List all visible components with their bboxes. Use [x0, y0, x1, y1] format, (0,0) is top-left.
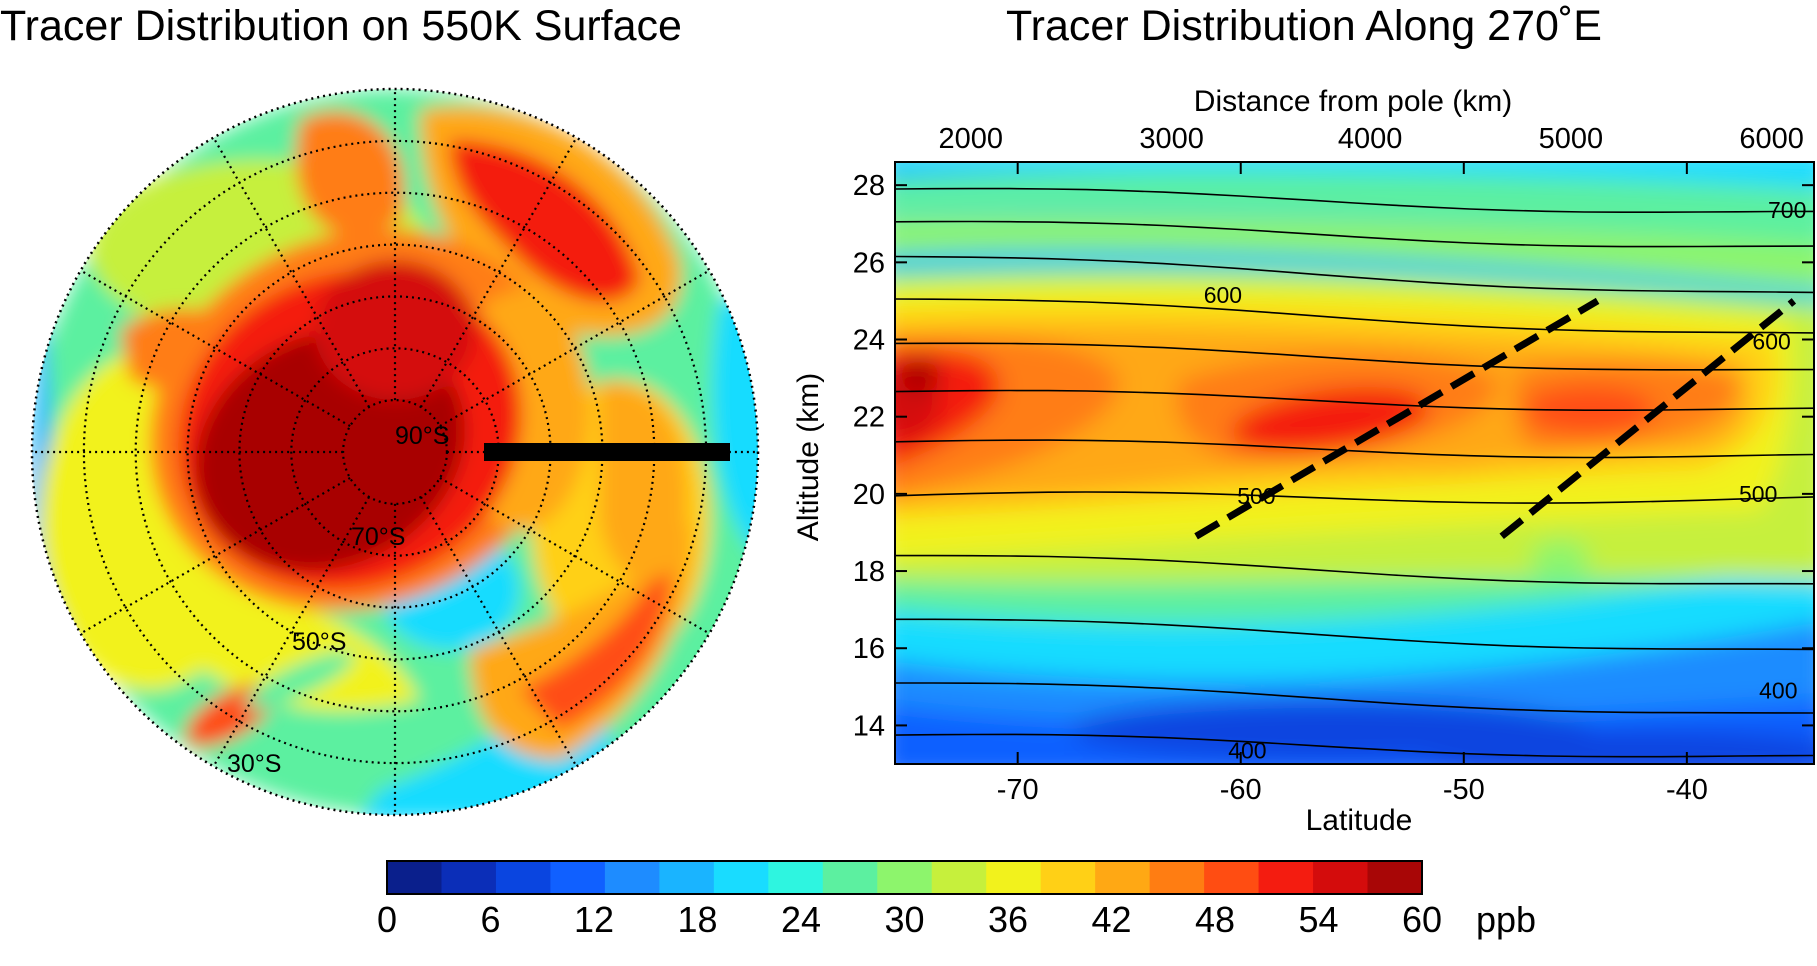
x-tick-label: -40 — [1666, 774, 1708, 806]
x-tick-label: -60 — [1220, 774, 1262, 806]
y-tick-label: 18 — [853, 556, 885, 588]
top-x-axis-label: Distance from pole (km) — [1194, 85, 1512, 118]
contour-line — [895, 491, 1814, 504]
top-x-tick-label: 5000 — [1539, 123, 1604, 155]
contour-line — [895, 342, 1814, 371]
meridian-line — [419, 496, 578, 767]
meridian-line — [439, 476, 710, 635]
dashed-guide-line — [1499, 298, 1797, 540]
meridian-line — [212, 137, 371, 408]
colorbar-cell — [604, 861, 660, 894]
y-tick-label: 22 — [853, 402, 885, 434]
colorbar-cell — [713, 861, 769, 894]
colorbar-cell — [1040, 861, 1096, 894]
colorbar-cell — [1313, 861, 1369, 894]
y-tick-label: 24 — [853, 325, 885, 357]
top-x-tick-label: 3000 — [1139, 123, 1204, 155]
contour-label: 700 — [1768, 197, 1806, 223]
dashed-guide-line — [1194, 297, 1600, 540]
lat-label-70s: 70°S — [351, 523, 405, 551]
colorbar-tick-label: 0 — [377, 899, 397, 940]
colorbar-tick-label: 12 — [574, 899, 614, 940]
colorbar-cell — [1367, 861, 1423, 894]
top-x-tick-label: 6000 — [1739, 123, 1804, 155]
x-tick-label: -70 — [997, 774, 1039, 806]
colorbar-cell — [768, 861, 824, 894]
top-x-tick-label: 4000 — [1338, 123, 1403, 155]
lat-label-30s: 30°S — [227, 750, 281, 778]
contour-line — [895, 439, 1814, 459]
colorbar: 0 6 12 18 24 30 36 42 48 54 60 ppb — [377, 860, 1536, 940]
colorbar-cell — [550, 861, 606, 894]
y-tick-label: 14 — [853, 710, 885, 742]
plot-frame — [894, 161, 1815, 765]
contour-labels: 400 400 500 500 600 600 700 — [1204, 197, 1807, 764]
x-axis-ticks: -70 -60 -50 -40 — [997, 162, 1708, 806]
meridian-line — [80, 476, 351, 635]
y-tick-label: 16 — [853, 633, 885, 665]
colorbar-tick-label: 54 — [1298, 899, 1338, 940]
contour-line — [895, 220, 1814, 248]
contour-line — [895, 682, 1814, 714]
contour-line — [895, 255, 1814, 294]
top-axis-ticks: 2000 3000 4000 5000 6000 — [939, 123, 1804, 155]
y-tick-label: 28 — [853, 170, 885, 202]
contour-label: 600 — [1752, 328, 1790, 354]
y-tick-label: 20 — [853, 479, 885, 511]
lat-label-90s: 90°S — [395, 422, 449, 450]
meridian-line — [419, 137, 578, 408]
polar-map: 90°S 70°S 50°S 30°S — [30, 87, 760, 817]
contour-label: 500 — [1739, 481, 1777, 507]
left-panel-title: Tracer Distribution on 550K Surface — [0, 2, 682, 50]
colorbar-cell — [931, 861, 987, 894]
y-axis-label: Altitude (km) — [792, 373, 825, 541]
colorbar-tick-label: 24 — [781, 899, 821, 940]
overlay-contours — [895, 187, 1814, 758]
contour-line — [895, 187, 1814, 213]
dashed-guide-lines — [1194, 297, 1797, 540]
colorbar-cell — [387, 861, 443, 894]
contour-line — [895, 298, 1814, 334]
colorbar-cell — [822, 861, 878, 894]
colorbar-tick-label: 60 — [1402, 899, 1442, 940]
transect-marker-bar — [484, 443, 730, 461]
contour-label: 600 — [1204, 282, 1242, 308]
contour-label: 500 — [1237, 483, 1275, 509]
map-boundary — [30, 87, 760, 817]
lat-label-50s: 50°S — [292, 628, 346, 656]
colorbar-cell — [441, 861, 497, 894]
colorbar-cell — [1258, 861, 1314, 894]
meridian-line — [212, 496, 371, 767]
right-panel-title: Tracer Distribution Along 270˚E — [1006, 2, 1602, 50]
contour-line — [895, 554, 1814, 585]
colorbar-unit: ppb — [1476, 899, 1536, 940]
contour-line — [895, 618, 1814, 651]
meridian-line — [439, 269, 710, 428]
colorbar-tick-label: 6 — [480, 899, 500, 940]
colorbar-frame — [386, 860, 1423, 895]
colorbar-cell — [495, 861, 552, 894]
x-axis-label: Latitude — [1306, 804, 1413, 837]
y-tick-label: 26 — [853, 247, 885, 279]
contour-line — [895, 733, 1814, 758]
colorbar-cell — [986, 861, 1042, 894]
colorbar-tick-label: 18 — [677, 899, 717, 940]
colorbar-tick-label: 36 — [988, 899, 1028, 940]
top-x-tick-label: 2000 — [939, 123, 1004, 155]
colorbar-cell — [1204, 861, 1260, 894]
colorbar-cell — [1149, 861, 1205, 894]
x-tick-label: -50 — [1443, 774, 1485, 806]
colorbar-tick-label: 48 — [1195, 899, 1235, 940]
colorbar-cell — [659, 861, 715, 894]
contour-label: 400 — [1228, 738, 1266, 764]
y-axis-ticks: 14 16 18 20 22 24 26 28 — [853, 170, 1814, 742]
colorbar-tick-label: 42 — [1091, 899, 1131, 940]
meridian-line — [80, 269, 351, 428]
colorbar-cell — [1095, 861, 1151, 894]
colorbar-tick-label: 30 — [884, 899, 924, 940]
contour-label: 400 — [1759, 678, 1797, 704]
colorbar-cell — [877, 861, 933, 894]
